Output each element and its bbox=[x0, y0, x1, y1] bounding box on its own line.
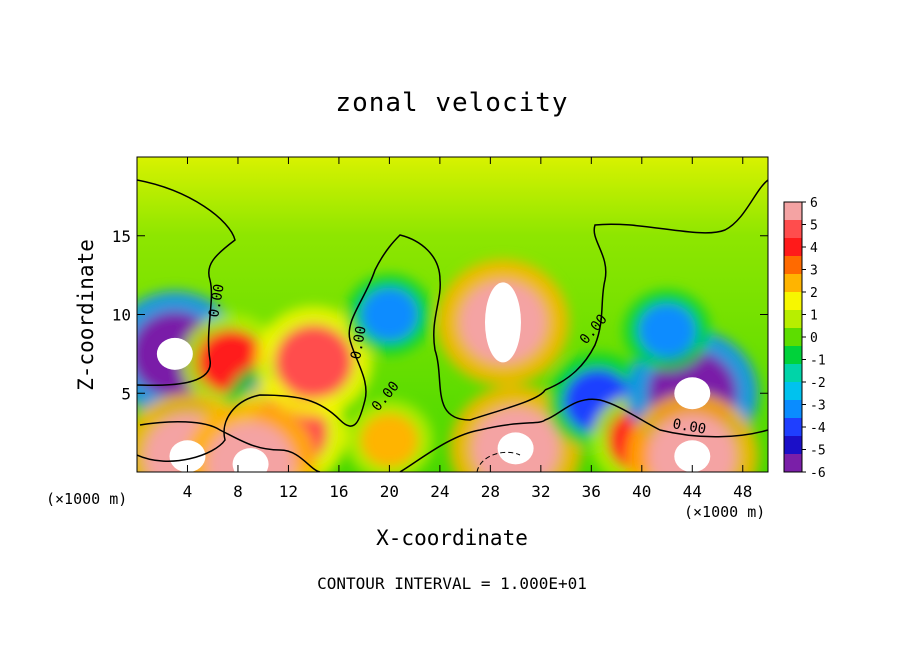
colorbar-swatch-13 bbox=[784, 436, 802, 455]
colorbar-swatch-11 bbox=[784, 400, 802, 419]
x-tick-label-0: 4 bbox=[183, 482, 193, 501]
y-tick-label-0: 5 bbox=[121, 384, 131, 403]
contour-label-4: 0.00 bbox=[671, 416, 707, 438]
colorbar-swatch-6 bbox=[784, 310, 802, 329]
feature-core-5 bbox=[360, 287, 419, 342]
colorbar-swatch-9 bbox=[784, 364, 802, 383]
x-tick-label-2: 12 bbox=[279, 482, 298, 501]
feature-saturated-7 bbox=[484, 282, 521, 363]
colorbar-swatch-3 bbox=[784, 256, 802, 275]
contour-label-1: 0.00 bbox=[348, 325, 370, 361]
feature-saturated-14 bbox=[232, 448, 269, 472]
colorbar-label-4: 2 bbox=[810, 286, 818, 301]
colorbar-label-2: 4 bbox=[810, 241, 818, 256]
negative-contour bbox=[476, 451, 521, 472]
y-tick-label-1: 10 bbox=[112, 306, 131, 325]
colorbar-swatch-0 bbox=[784, 202, 802, 221]
x-tick-label-5: 24 bbox=[430, 482, 449, 501]
feature-saturated-11 bbox=[674, 377, 711, 410]
x-unit-label-right: (×1000 m) bbox=[684, 503, 766, 521]
colorbar-label-8: -2 bbox=[810, 376, 826, 391]
x-tick-label-4: 20 bbox=[380, 482, 399, 501]
x-tick-label-10: 44 bbox=[683, 482, 702, 501]
colorbar-label-7: -1 bbox=[810, 354, 826, 369]
colorbar-label-5: 1 bbox=[810, 309, 818, 324]
y-tick-label-2: 15 bbox=[112, 227, 131, 246]
colorbar-swatch-7 bbox=[784, 328, 802, 347]
colorbar-swatch-4 bbox=[784, 274, 802, 293]
colorbar-swatch-5 bbox=[784, 292, 802, 311]
contour-label-0: 0.00 bbox=[206, 283, 228, 319]
colorbar-label-3: 3 bbox=[810, 264, 818, 279]
colorbar-label-12: -6 bbox=[810, 466, 826, 481]
x-tick-label-7: 32 bbox=[531, 482, 550, 501]
x-tick-label-3: 16 bbox=[329, 482, 348, 501]
y-axis-label: Z-coordinate bbox=[74, 239, 98, 391]
colorbar-label-10: -4 bbox=[810, 421, 826, 436]
x-axis-label: X-coordinate bbox=[376, 526, 528, 550]
colorbar-label-11: -5 bbox=[810, 444, 826, 459]
feature-core-4 bbox=[274, 324, 353, 399]
x-unit-label-left: (×1000 m) bbox=[46, 490, 128, 508]
x-tick-label-6: 28 bbox=[481, 482, 500, 501]
colorbar-label-9: -3 bbox=[810, 399, 826, 414]
colorbar-label-6: 0 bbox=[810, 331, 818, 346]
colorbar-label-0: 6 bbox=[810, 196, 818, 211]
colorbar-label-1: 5 bbox=[810, 219, 818, 234]
zero-contour-1 bbox=[137, 234, 546, 462]
feature-core-15 bbox=[638, 303, 697, 358]
feature-saturated-0 bbox=[156, 337, 193, 370]
x-tick-label-1: 8 bbox=[233, 482, 243, 501]
feature-saturated-12 bbox=[674, 440, 711, 472]
contour-interval-note: CONTOUR INTERVAL = 1.000E+01 bbox=[317, 574, 587, 593]
colorbar-swatch-1 bbox=[784, 220, 802, 239]
colorbar-swatch-8 bbox=[784, 346, 802, 365]
colorbar-swatch-14 bbox=[784, 454, 802, 473]
zero-contour-3 bbox=[139, 420, 321, 472]
feature-saturated-13 bbox=[169, 440, 206, 472]
zero-contour-0 bbox=[137, 179, 236, 387]
colorbar-swatch-10 bbox=[784, 382, 802, 401]
heatmap-field: 0.000.000.000.000.00 bbox=[137, 157, 768, 472]
field-features bbox=[137, 259, 759, 472]
x-tick-label-9: 40 bbox=[632, 482, 651, 501]
colorbar-swatch-12 bbox=[784, 418, 802, 437]
zero-contour-4 bbox=[399, 398, 768, 472]
zero-contour-2 bbox=[544, 179, 768, 391]
chart-title: zonal velocity bbox=[335, 88, 569, 118]
x-tick-label-11: 48 bbox=[733, 482, 752, 501]
feature-saturated-8 bbox=[497, 432, 534, 465]
feature-core-6 bbox=[360, 413, 419, 468]
colorbar-swatch-2 bbox=[784, 238, 802, 257]
x-tick-label-8: 36 bbox=[582, 482, 601, 501]
